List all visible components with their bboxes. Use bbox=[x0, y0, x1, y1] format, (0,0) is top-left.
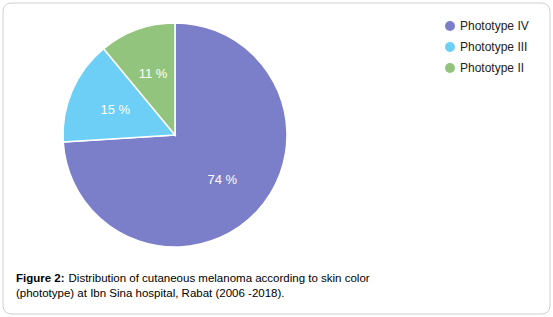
pie-slice bbox=[63, 23, 287, 247]
data-label: 11 % bbox=[139, 66, 168, 81]
chart: 74 %15 %11 %Phototype IVPhototype IIIPho… bbox=[0, 0, 553, 317]
data-labels: 74 % 15 % 11 % bbox=[101, 66, 238, 187]
legend-label: Phototype IV bbox=[460, 19, 529, 33]
legend-marker bbox=[445, 21, 455, 31]
legend-marker bbox=[445, 42, 455, 52]
data-label: 74 % bbox=[208, 172, 238, 187]
caption-label: Figure 2: bbox=[16, 272, 65, 284]
caption-line: (phototype) at Ibn Sina hospital, Rabat … bbox=[16, 287, 285, 299]
legend: Phototype IV Phototype III Phototype II bbox=[445, 19, 529, 75]
legend-marker bbox=[445, 63, 455, 73]
caption-line: Distribution of cutaneous melanoma accor… bbox=[69, 272, 370, 284]
caption-text: Distribution of cutaneous melanoma accor… bbox=[16, 272, 370, 299]
legend-label: Phototype II bbox=[460, 61, 524, 75]
legend-label: Phototype III bbox=[460, 40, 527, 54]
pie-slice bbox=[104, 23, 175, 135]
frame bbox=[3, 3, 550, 314]
pie bbox=[63, 23, 287, 247]
data-label: 15 % bbox=[101, 102, 131, 117]
